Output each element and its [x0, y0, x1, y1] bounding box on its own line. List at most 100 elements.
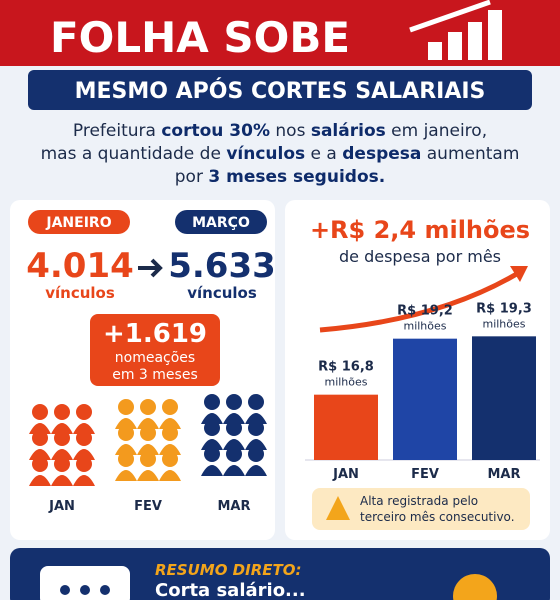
person-body — [137, 418, 159, 429]
trend-arrowhead — [510, 266, 528, 282]
person-body — [115, 418, 137, 429]
person-head — [248, 394, 264, 410]
x-tick-label: FEV — [411, 467, 439, 482]
intro-text: 3 meses seguidos. — [208, 167, 386, 187]
chart-title: +R$ 2,4 milhões — [310, 216, 530, 244]
person-body — [223, 439, 245, 450]
from-unit: vínculos — [45, 284, 115, 302]
value-label: milhões — [482, 317, 525, 330]
intro-text: vínculos — [226, 144, 306, 164]
arrow — [138, 258, 163, 278]
chart-subtitle: de despesa por mês — [339, 247, 501, 266]
people-icons: JAN FEV MAR — [29, 394, 267, 514]
person-body — [159, 470, 181, 481]
intro-text: em janeiro, — [385, 121, 488, 141]
person-head — [226, 394, 242, 410]
delta-text: em 3 meses — [112, 367, 198, 383]
person-body — [137, 470, 159, 481]
to-value: 5.633 — [168, 246, 276, 286]
to-label: MARÇO — [192, 215, 250, 231]
note-box — [312, 488, 530, 530]
intro-text: aumentam — [421, 144, 520, 164]
person-body — [245, 439, 267, 450]
intro-line: por 3 meses seguidos. — [0, 166, 560, 189]
header-title: FOLHA SOBE — [50, 13, 350, 62]
value-label: R$ 16,8 — [318, 360, 374, 375]
bar — [393, 338, 457, 460]
person-head — [140, 399, 156, 415]
intro-line: mas a quantidade de vínculos e a despesa… — [0, 143, 560, 166]
person-head — [32, 404, 48, 420]
person-body — [29, 423, 51, 434]
person-body — [73, 423, 95, 434]
intro-text: Prefeitura — [72, 121, 162, 141]
delta-box — [90, 314, 220, 386]
intro-text: salários — [310, 121, 386, 141]
person-head — [204, 394, 220, 410]
from-pill — [28, 210, 130, 234]
person-head — [162, 399, 178, 415]
person-head — [76, 404, 92, 420]
banner-text: MESMO APÓS CORTES SALARIAIS — [75, 78, 486, 104]
person-body — [51, 449, 73, 460]
person-body — [201, 439, 223, 450]
person-body — [201, 465, 223, 476]
intro-text: nos — [270, 121, 311, 141]
footer-text: Corta salário... — [155, 580, 306, 600]
bar — [314, 394, 378, 460]
from-label: JANEIRO — [45, 215, 111, 231]
month-label: JAN — [48, 499, 75, 514]
banner — [28, 70, 532, 110]
intro-text: por — [174, 167, 209, 187]
to-pill — [175, 210, 267, 234]
intro-text: e a — [305, 144, 343, 164]
money-icon — [453, 574, 497, 600]
person-body — [29, 449, 51, 460]
month-label: FEV — [134, 499, 162, 514]
month-label: MAR — [217, 499, 250, 514]
growth-icon — [409, 0, 502, 60]
person-body — [223, 465, 245, 476]
note: terceiro mês consecutivo. — [360, 510, 515, 524]
value-label: R$ 19,2 — [397, 304, 453, 319]
person-body — [201, 413, 223, 424]
person-body — [245, 413, 267, 424]
intro-line: Prefeitura cortou 30% nos salários em ja… — [0, 120, 560, 143]
person-body — [245, 465, 267, 476]
intro-text: despesa — [342, 144, 422, 164]
person-body — [73, 475, 95, 486]
x-tick-label: MAR — [487, 467, 520, 482]
footer — [10, 548, 550, 600]
bar — [472, 336, 536, 460]
person-body — [159, 444, 181, 455]
delta-text: nomeações — [115, 350, 195, 366]
delta: +1.619 — [103, 319, 207, 349]
footer-label: RESUMO DIRETO: — [155, 561, 302, 579]
person-body — [51, 423, 73, 434]
warning-icon — [326, 496, 350, 520]
to-unit: vínculos — [187, 284, 257, 302]
person-body — [137, 444, 159, 455]
person-head — [118, 399, 134, 415]
person-body — [223, 413, 245, 424]
intro-text: mas a quantidade de — [40, 144, 227, 164]
value-label: milhões — [403, 320, 446, 333]
note: Alta registrada pelo — [360, 494, 478, 508]
person-body — [73, 449, 95, 460]
from-value: 4.014 — [26, 246, 134, 286]
x-tick-label: JAN — [332, 467, 359, 482]
person-body — [159, 418, 181, 429]
person-body — [29, 475, 51, 486]
value-label: R$ 19,3 — [476, 301, 532, 316]
trend-arrow — [319, 269, 522, 333]
person-body — [115, 470, 137, 481]
intro: Prefeitura cortou 30% nos salários em ja… — [0, 120, 560, 189]
intro-text: cortou 30% — [161, 121, 270, 141]
person-head — [54, 404, 70, 420]
person-body — [115, 444, 137, 455]
person-body — [51, 475, 73, 486]
value-label: milhões — [324, 376, 367, 389]
